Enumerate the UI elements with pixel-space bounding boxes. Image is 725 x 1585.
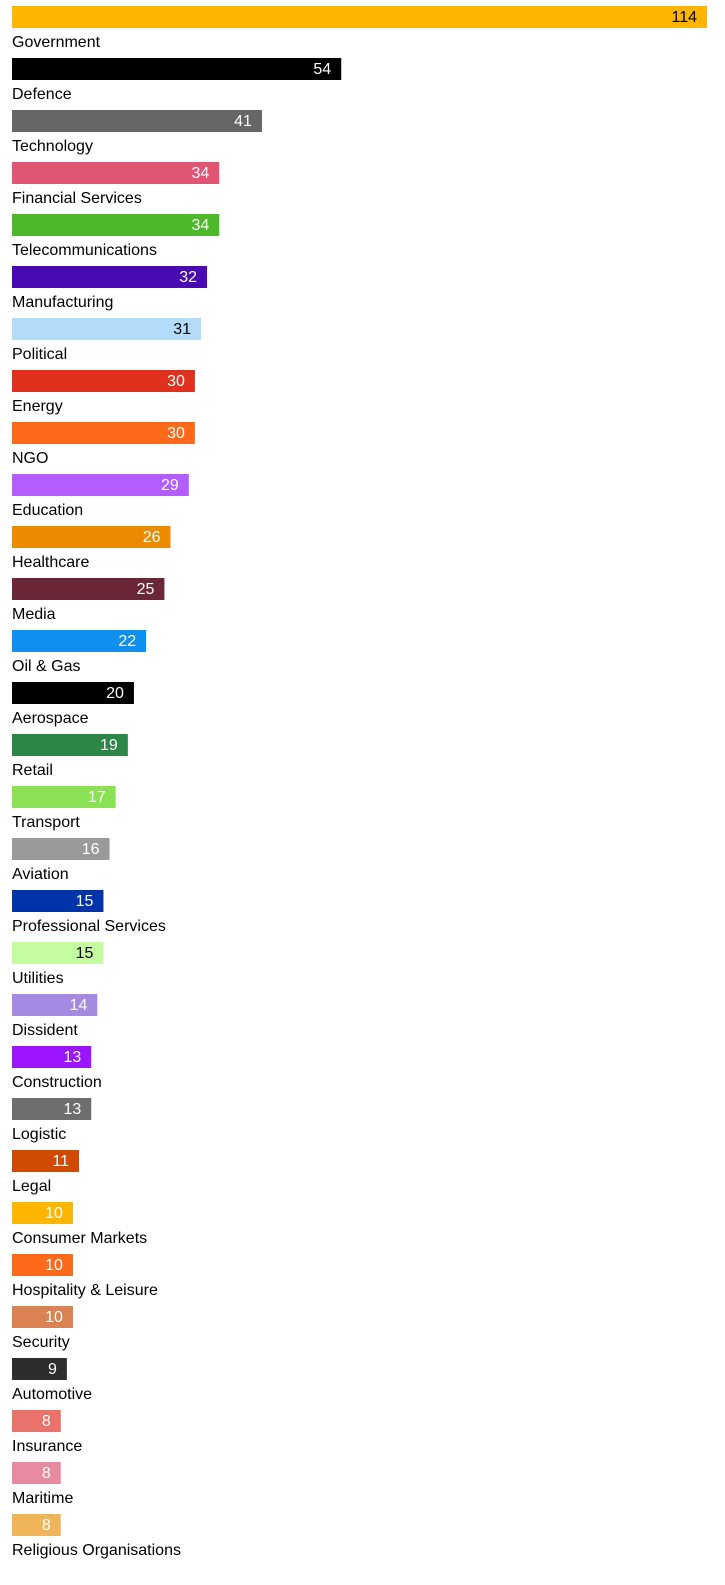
bar	[12, 214, 220, 236]
category-label: Defence	[12, 86, 72, 103]
bar	[12, 266, 208, 288]
value-label: 32	[179, 269, 197, 286]
bar	[12, 942, 104, 964]
value-label: 16	[82, 841, 100, 858]
bar	[12, 6, 707, 28]
value-label: 114	[671, 9, 697, 26]
value-label: 9	[48, 1361, 57, 1378]
bar	[12, 1150, 80, 1172]
value-label: 25	[137, 581, 155, 598]
category-label: Security	[12, 1334, 70, 1351]
category-label: Utilities	[12, 970, 64, 987]
category-label: Religious Organisations	[12, 1542, 181, 1559]
bar	[12, 526, 171, 548]
category-label: Healthcare	[12, 554, 89, 571]
category-label: Dissident	[12, 1022, 78, 1039]
value-label: 54	[313, 61, 331, 78]
category-label: Aviation	[12, 866, 69, 883]
category-label: Transport	[12, 814, 80, 831]
bar	[12, 1306, 73, 1328]
category-label: Government	[12, 34, 101, 51]
value-label: 15	[76, 945, 94, 962]
bar	[12, 1358, 67, 1380]
value-label: 31	[173, 321, 191, 338]
value-label: 22	[118, 633, 136, 650]
category-label: Professional Services	[12, 918, 166, 935]
bar	[12, 630, 147, 652]
category-label: Media	[12, 606, 56, 623]
bar	[12, 838, 110, 860]
value-label: 14	[70, 997, 88, 1014]
bar	[12, 110, 262, 132]
bar	[12, 1254, 73, 1276]
bar	[12, 786, 116, 808]
bar	[12, 1098, 92, 1120]
value-label: 34	[191, 217, 209, 234]
value-label: 41	[234, 113, 252, 130]
bar	[12, 1202, 73, 1224]
value-label: 19	[100, 737, 118, 754]
category-label: Logistic	[12, 1126, 66, 1143]
category-label: Automotive	[12, 1386, 92, 1403]
value-label: 10	[45, 1309, 63, 1326]
category-label: Political	[12, 346, 67, 363]
bar	[12, 578, 165, 600]
value-label: 10	[45, 1205, 63, 1222]
value-label: 29	[161, 477, 179, 494]
category-label: Legal	[12, 1178, 51, 1195]
bar	[12, 890, 104, 912]
category-label: Consumer Markets	[12, 1230, 147, 1247]
value-label: 10	[45, 1257, 63, 1274]
value-label: 34	[191, 165, 209, 182]
category-label: Retail	[12, 762, 53, 779]
category-label: Insurance	[12, 1438, 82, 1455]
value-label: 13	[63, 1049, 81, 1066]
category-label: Telecommunications	[12, 242, 157, 259]
value-label: 30	[167, 425, 185, 442]
value-label: 26	[143, 529, 161, 546]
bar	[12, 682, 134, 704]
category-label: Energy	[12, 398, 63, 415]
bar	[12, 474, 189, 496]
category-label: Oil & Gas	[12, 658, 80, 675]
bar	[12, 994, 98, 1016]
bar	[12, 1514, 61, 1536]
category-label: Aerospace	[12, 710, 89, 727]
bar	[12, 1046, 92, 1068]
category-label: Hospitality & Leisure	[12, 1282, 158, 1299]
category-label: Maritime	[12, 1490, 73, 1507]
value-label: 8	[42, 1465, 51, 1482]
category-label: Manufacturing	[12, 294, 113, 311]
bar	[12, 162, 220, 184]
value-label: 13	[63, 1101, 81, 1118]
category-label: NGO	[12, 450, 48, 467]
value-label: 17	[88, 789, 106, 806]
bar	[12, 1410, 61, 1432]
bar	[12, 370, 195, 392]
value-label: 30	[167, 373, 185, 390]
bar	[12, 422, 195, 444]
bar	[12, 58, 342, 80]
bar	[12, 318, 201, 340]
value-label: 8	[42, 1517, 51, 1534]
value-label: 11	[52, 1153, 69, 1170]
value-label: 8	[42, 1413, 51, 1430]
category-label: Financial Services	[12, 190, 142, 207]
category-label: Construction	[12, 1074, 102, 1091]
bar	[12, 734, 128, 756]
bar	[12, 1462, 61, 1484]
category-label: Technology	[12, 138, 93, 155]
value-label: 15	[76, 893, 94, 910]
category-label: Education	[12, 502, 83, 519]
value-label: 20	[106, 685, 124, 702]
